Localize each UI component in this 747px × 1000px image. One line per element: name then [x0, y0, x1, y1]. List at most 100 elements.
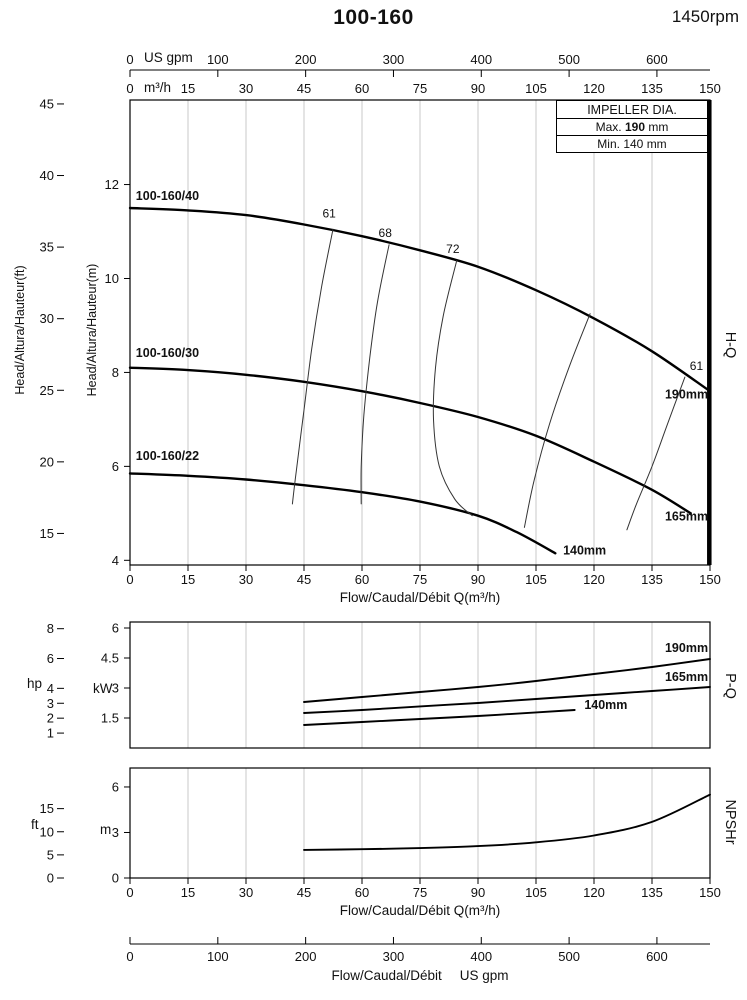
kw-unit-label: kW [93, 681, 113, 696]
y-tick-label-m: 6 [112, 459, 119, 474]
impeller-min-unit: mm [646, 137, 667, 151]
plot-frame [129, 621, 711, 749]
m3h-tick-label: 60 [355, 81, 369, 96]
gpm-unit-label: US gpm [144, 50, 193, 65]
gpm-caption-text: Flow/Caudal/Débit [331, 968, 442, 983]
y-tick-label-ft: 25 [40, 383, 54, 398]
m3h-tick-label: 150 [699, 81, 721, 96]
m3h-tick-label: 105 [525, 81, 547, 96]
gpm-tick-label: 600 [646, 52, 668, 67]
impeller-dia-box: IMPELLER DIA. Max. 190 mm Min. 140 mm [556, 100, 708, 153]
pump-curve-100-160/30 [128, 366, 692, 515]
y-tick-label-ft: 20 [40, 454, 54, 469]
x-tick-label: 0 [126, 885, 133, 900]
power-curve-label: 165mm [665, 670, 708, 684]
m3h-tick-label: 30 [239, 81, 253, 96]
m3h-tick-label: 120 [583, 81, 605, 96]
x-tick-label: 15 [181, 572, 195, 587]
pump-curve-100-160/22 [128, 472, 557, 555]
gpm-tick-label: 300 [383, 52, 405, 67]
y-tick-label-ft: 10 [40, 824, 54, 839]
head-ft-axis-title: Head/Altura/Hauteur(ft) [13, 265, 27, 395]
x-tick-label: 15 [181, 885, 195, 900]
hq-section-label: H-Q [722, 331, 738, 359]
y-tick-label-hp: 1 [47, 726, 54, 741]
y-tick-label-ft: 15 [40, 801, 54, 816]
x-tick-label: 0 [126, 572, 133, 587]
y-tick-label-hp: 6 [47, 651, 54, 666]
gpm-caption-unit: US gpm [459, 968, 509, 983]
gpm-tick-label: 200 [295, 949, 317, 964]
efficiency-label: 61 [322, 206, 336, 220]
gpm-tick-label: 0 [126, 52, 133, 67]
impeller-dia-title: IMPELLER DIA. [557, 101, 707, 119]
y-tick-label-ft: 30 [40, 311, 54, 326]
power-curve-label: 190mm [665, 641, 708, 655]
y-tick-label-m: 3 [112, 825, 119, 840]
m3h-tick-label: 75 [413, 81, 427, 96]
y-tick-label-kw: 6 [112, 621, 119, 636]
x-tick-label: 30 [239, 885, 253, 900]
impeller-max-row: Max. 190 mm [557, 119, 707, 136]
x-tick-label: 135 [641, 885, 663, 900]
efficiency-curve [523, 313, 591, 528]
gpm-tick-label: 100 [207, 949, 229, 964]
y-tick-label-m: 8 [112, 365, 119, 380]
x-tick-label: 90 [471, 885, 485, 900]
gpm-tick-label: 500 [558, 52, 580, 67]
head-m-axis-title: Head/Altura/Hauteur(m) [85, 263, 99, 397]
m3h-tick-label: 135 [641, 81, 663, 96]
x-tick-label: 45 [297, 885, 311, 900]
impeller-dia-label: 190mm [665, 387, 708, 401]
y-tick-label-m: 4 [112, 553, 119, 568]
curve-name-label: 100-160/40 [136, 189, 199, 203]
efficiency-label: 72 [446, 242, 460, 256]
gpm-tick-label: 200 [295, 52, 317, 67]
y-tick-label-m: 0 [112, 871, 119, 886]
efficiency-curve [626, 376, 686, 531]
x-tick-label: 75 [413, 572, 427, 587]
x-tick-label: 120 [583, 572, 605, 587]
x-tick-label: 135 [641, 572, 663, 587]
x-tick-label: 45 [297, 572, 311, 587]
pq-section-label: P-Q [722, 673, 738, 699]
npshr-curve [303, 793, 711, 851]
npshr-section-label: NPSHr [722, 799, 738, 845]
gpm-tick-label: 300 [383, 949, 405, 964]
gpm-tick-label: 500 [558, 949, 580, 964]
curve-name-label: 100-160/30 [136, 346, 199, 360]
gpm-xaxis-caption: Flow/Caudal/Débit US gpm [130, 968, 710, 983]
m3h-unit-label: m³/h [144, 80, 171, 95]
x-tick-label: 90 [471, 572, 485, 587]
y-tick-label-ft: 35 [40, 240, 54, 255]
ft-unit-label: ft [31, 817, 39, 832]
npshr-xaxis-caption: Flow/Caudal/Débit Q(m³/h) [339, 903, 501, 918]
x-tick-label: 75 [413, 885, 427, 900]
m3h-tick-label: 15 [181, 81, 195, 96]
efficiency-curve [360, 244, 390, 505]
y-tick-label-kw: 4.5 [101, 651, 119, 666]
impeller-max-label: Max. [595, 120, 622, 134]
hq-xaxis-caption: Flow/Caudal/Débit Q(m³/h) [339, 590, 501, 605]
y-tick-label-ft: 45 [40, 96, 54, 111]
y-tick-label-hp: 2 [47, 711, 54, 726]
impeller-min-row: Min. 140 mm [557, 136, 707, 152]
impeller-max-value: 190 [624, 120, 646, 134]
efficiency-label: 61 [690, 359, 704, 373]
hp-unit-label: hp [27, 676, 43, 691]
y-tick-label-ft: 0 [47, 871, 54, 886]
gpm-tick-label: 600 [646, 949, 668, 964]
power-curve-label: 140mm [584, 698, 627, 712]
x-tick-label: 30 [239, 572, 253, 587]
efficiency-curve [291, 228, 334, 505]
impeller-max-unit: mm [648, 120, 669, 134]
x-tick-label: 60 [355, 572, 369, 587]
y-tick-label-m: 12 [105, 177, 119, 192]
gpm-tick-label: 100 [207, 52, 229, 67]
x-tick-label: 120 [583, 885, 605, 900]
x-tick-label: 105 [525, 885, 547, 900]
impeller-dia-label: 165mm [665, 509, 708, 523]
gpm-tick-label: 0 [126, 949, 133, 964]
page-title: 100-160 [333, 6, 414, 29]
efficiency-curve [432, 260, 473, 517]
